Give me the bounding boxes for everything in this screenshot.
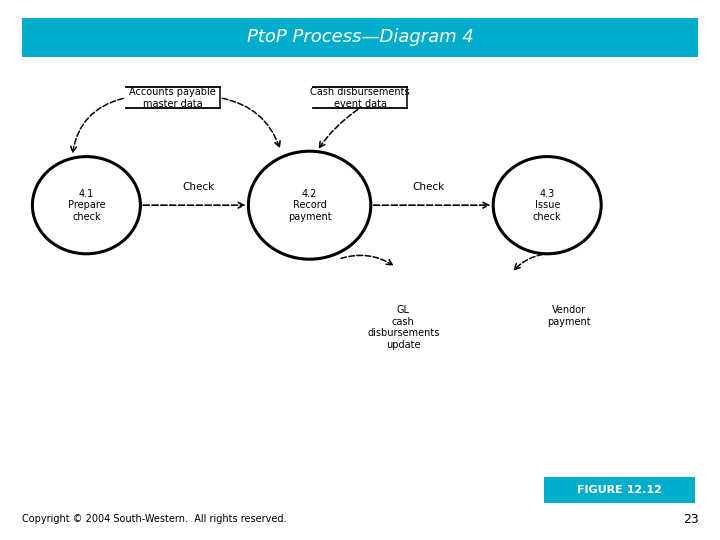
Text: Vendor
payment: Vendor payment [547, 305, 591, 327]
Text: GL
cash
disbursements
update: GL cash disbursements update [367, 305, 439, 350]
Text: Copyright © 2004 South-Western.  All rights reserved.: Copyright © 2004 South-Western. All righ… [22, 515, 286, 524]
Text: Check: Check [182, 181, 214, 192]
Text: FIGURE 12.12: FIGURE 12.12 [577, 485, 662, 495]
Text: Check: Check [413, 181, 444, 192]
Text: 4.1
Prepare
check: 4.1 Prepare check [68, 188, 105, 222]
Text: Accounts payable
master data: Accounts payable master data [130, 87, 216, 109]
Text: PtoP Process—Diagram 4: PtoP Process—Diagram 4 [246, 28, 474, 46]
FancyBboxPatch shape [544, 477, 695, 503]
Text: 4.2
Record
payment: 4.2 Record payment [288, 188, 331, 222]
Text: Cash disbursements
event data: Cash disbursements event data [310, 87, 410, 109]
Text: 4.3
Issue
check: 4.3 Issue check [533, 188, 562, 222]
Text: 23: 23 [683, 513, 698, 526]
FancyBboxPatch shape [22, 18, 698, 57]
